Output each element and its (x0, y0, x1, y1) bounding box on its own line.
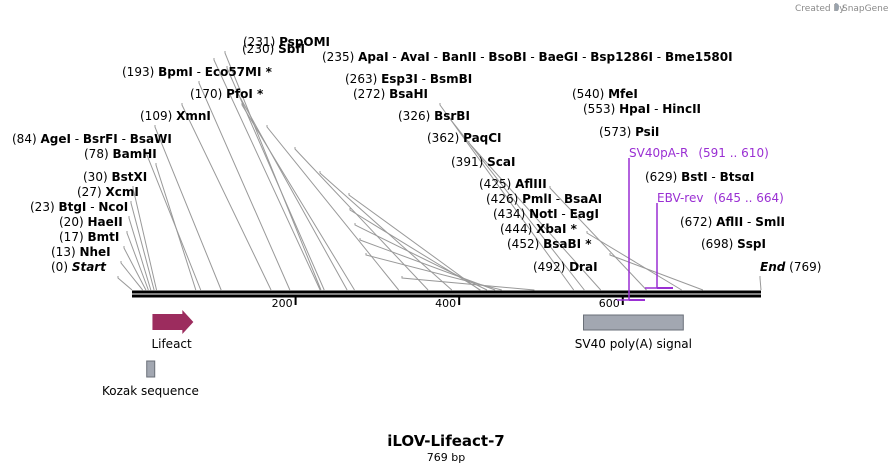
site-line-bmti (123, 246, 147, 291)
site-label-bsahi[interactable]: (272) BsaHI (353, 87, 428, 101)
site-label-aflii[interactable]: (672) AflII - SmlI (680, 215, 785, 229)
site-line-bsabi (365, 253, 502, 291)
site-line-mfei (439, 103, 575, 291)
site-line-nhei (120, 261, 144, 291)
site-label-esp3i[interactable]: (263) Esp3I - BsmBI (345, 72, 472, 86)
brand-text: SnapGene (842, 4, 889, 14)
site-label-haeii[interactable]: (20) HaeII (59, 215, 123, 229)
site-label-xcmi[interactable]: (27) XcmI (77, 185, 139, 199)
site-line-paqci (294, 147, 429, 291)
feature-sv40-poly-a-signal[interactable] (583, 314, 684, 331)
site-label-start[interactable]: (0) Start (51, 260, 107, 274)
site-label-xbai[interactable]: (444) XbaI * (500, 222, 578, 236)
site-line-xcmi (130, 201, 155, 291)
map-title: iLOV-Lifeact-7 (387, 432, 505, 450)
site-line-bstxi (132, 186, 158, 291)
site-line-sbfi (213, 58, 321, 291)
site-label-end[interactable]: End (769) (760, 260, 821, 274)
site-label-hpai[interactable]: (553) HpaI - HincII (583, 102, 701, 116)
site-line-apai (226, 66, 325, 291)
site-line-bamhi (155, 163, 197, 291)
primer-arrow-sv40pa-r[interactable] (617, 158, 630, 301)
site-line-xbai (359, 238, 496, 291)
site-label-btgi[interactable]: (23) BtgI - NcoI (30, 200, 128, 214)
primer-arrow-ebv-rev[interactable] (645, 203, 658, 289)
site-label-bamhi[interactable]: (78) BamHI (84, 147, 157, 161)
site-label-bsrbi[interactable]: (326) BsrBI (398, 109, 470, 123)
site-line-start (117, 276, 133, 291)
feature-lifeact[interactable] (152, 310, 194, 334)
site-line-sspi (609, 253, 704, 291)
site-line-pspomi (224, 51, 322, 291)
site-line-haeii (126, 231, 149, 291)
site-line-pmli (349, 208, 481, 291)
site-label-scai[interactable]: (391) ScaI (451, 155, 515, 169)
site-label-pspomi[interactable]: (231) PspOMI (243, 35, 330, 49)
map-length: 769 bp (427, 451, 465, 464)
feature-label-lifeact: Lifeact (151, 337, 192, 351)
site-label-apai[interactable]: (235) ApaI - AvaI - BanII - BsoBI - BaeG… (322, 50, 733, 64)
site-label-pmli[interactable]: (426) PmlI - BsaAI (486, 192, 602, 206)
feature-label-sv40-poly-a-signal: SV40 poly(A) signal (575, 337, 692, 351)
site-label-mfei[interactable]: (540) MfeI (572, 87, 638, 101)
site-label-pfoi[interactable]: (170) PfoI * (190, 87, 264, 101)
primer-label-ebv-rev[interactable]: EBV-rev (645 .. 664) (657, 191, 784, 205)
site-line-psii (468, 141, 602, 291)
site-line-agei (144, 148, 202, 291)
feature-label-kozak-sequence: Kozak sequence (102, 384, 199, 398)
site-line-hpai (450, 118, 585, 291)
site-label-bstxi[interactable]: (30) BstXI (83, 170, 147, 184)
site-label-xmni[interactable]: (109) XmnI (140, 109, 211, 123)
site-line-noti (354, 223, 488, 291)
site-line-bsrbi (266, 125, 400, 291)
site-line-aflii (586, 231, 682, 291)
site-label-bmti[interactable]: (17) BmtI (59, 230, 119, 244)
site-label-agei[interactable]: (84) AgeI - BsrFI - BsaWI (12, 132, 172, 146)
site-label-drai[interactable]: (492) DraI (533, 260, 598, 274)
site-line-drai (401, 276, 535, 291)
site-line-pfoi (181, 103, 272, 291)
site-line-bsahi (241, 103, 355, 291)
site-label-paqci[interactable]: (362) PaqCI (427, 131, 502, 145)
site-line-esp3i (235, 88, 348, 291)
tick-label-400: 400 (435, 297, 456, 310)
site-line-xmni (154, 125, 222, 291)
credit-text: Created by (795, 4, 845, 14)
site-label-sbfi[interactable]: (230) SbfI (242, 42, 305, 56)
site-label-bsti[interactable]: (629) BstI - BtsαI (645, 170, 754, 184)
tick-label-200: 200 (272, 297, 293, 310)
site-line-bsti (549, 186, 647, 291)
tick-label-600: 600 (599, 297, 620, 310)
snapgene-logo-icon (835, 3, 839, 11)
site-label-noti[interactable]: (434) NotI - EagI (493, 207, 599, 221)
primer-label-sv40pa-r[interactable]: SV40pA-R (591 .. 610) (629, 146, 769, 160)
site-line-afliii (348, 193, 480, 291)
site-label-nhei[interactable]: (13) NheI (51, 245, 111, 259)
site-label-afliii[interactable]: (425) AflIII (479, 177, 547, 191)
site-label-bpmi[interactable]: (193) BpmI - Eco57MI * (122, 65, 273, 79)
site-line-end (759, 276, 762, 291)
site-line-bpmi (198, 81, 291, 291)
site-label-psii[interactable]: (573) PsiI (599, 125, 659, 139)
feature-kozak-sequence[interactable] (146, 360, 156, 378)
site-label-bsabi[interactable]: (452) BsaBI * (507, 237, 592, 251)
site-label-sspi[interactable]: (698) SspI (701, 237, 766, 251)
site-line-btgi (128, 216, 152, 291)
